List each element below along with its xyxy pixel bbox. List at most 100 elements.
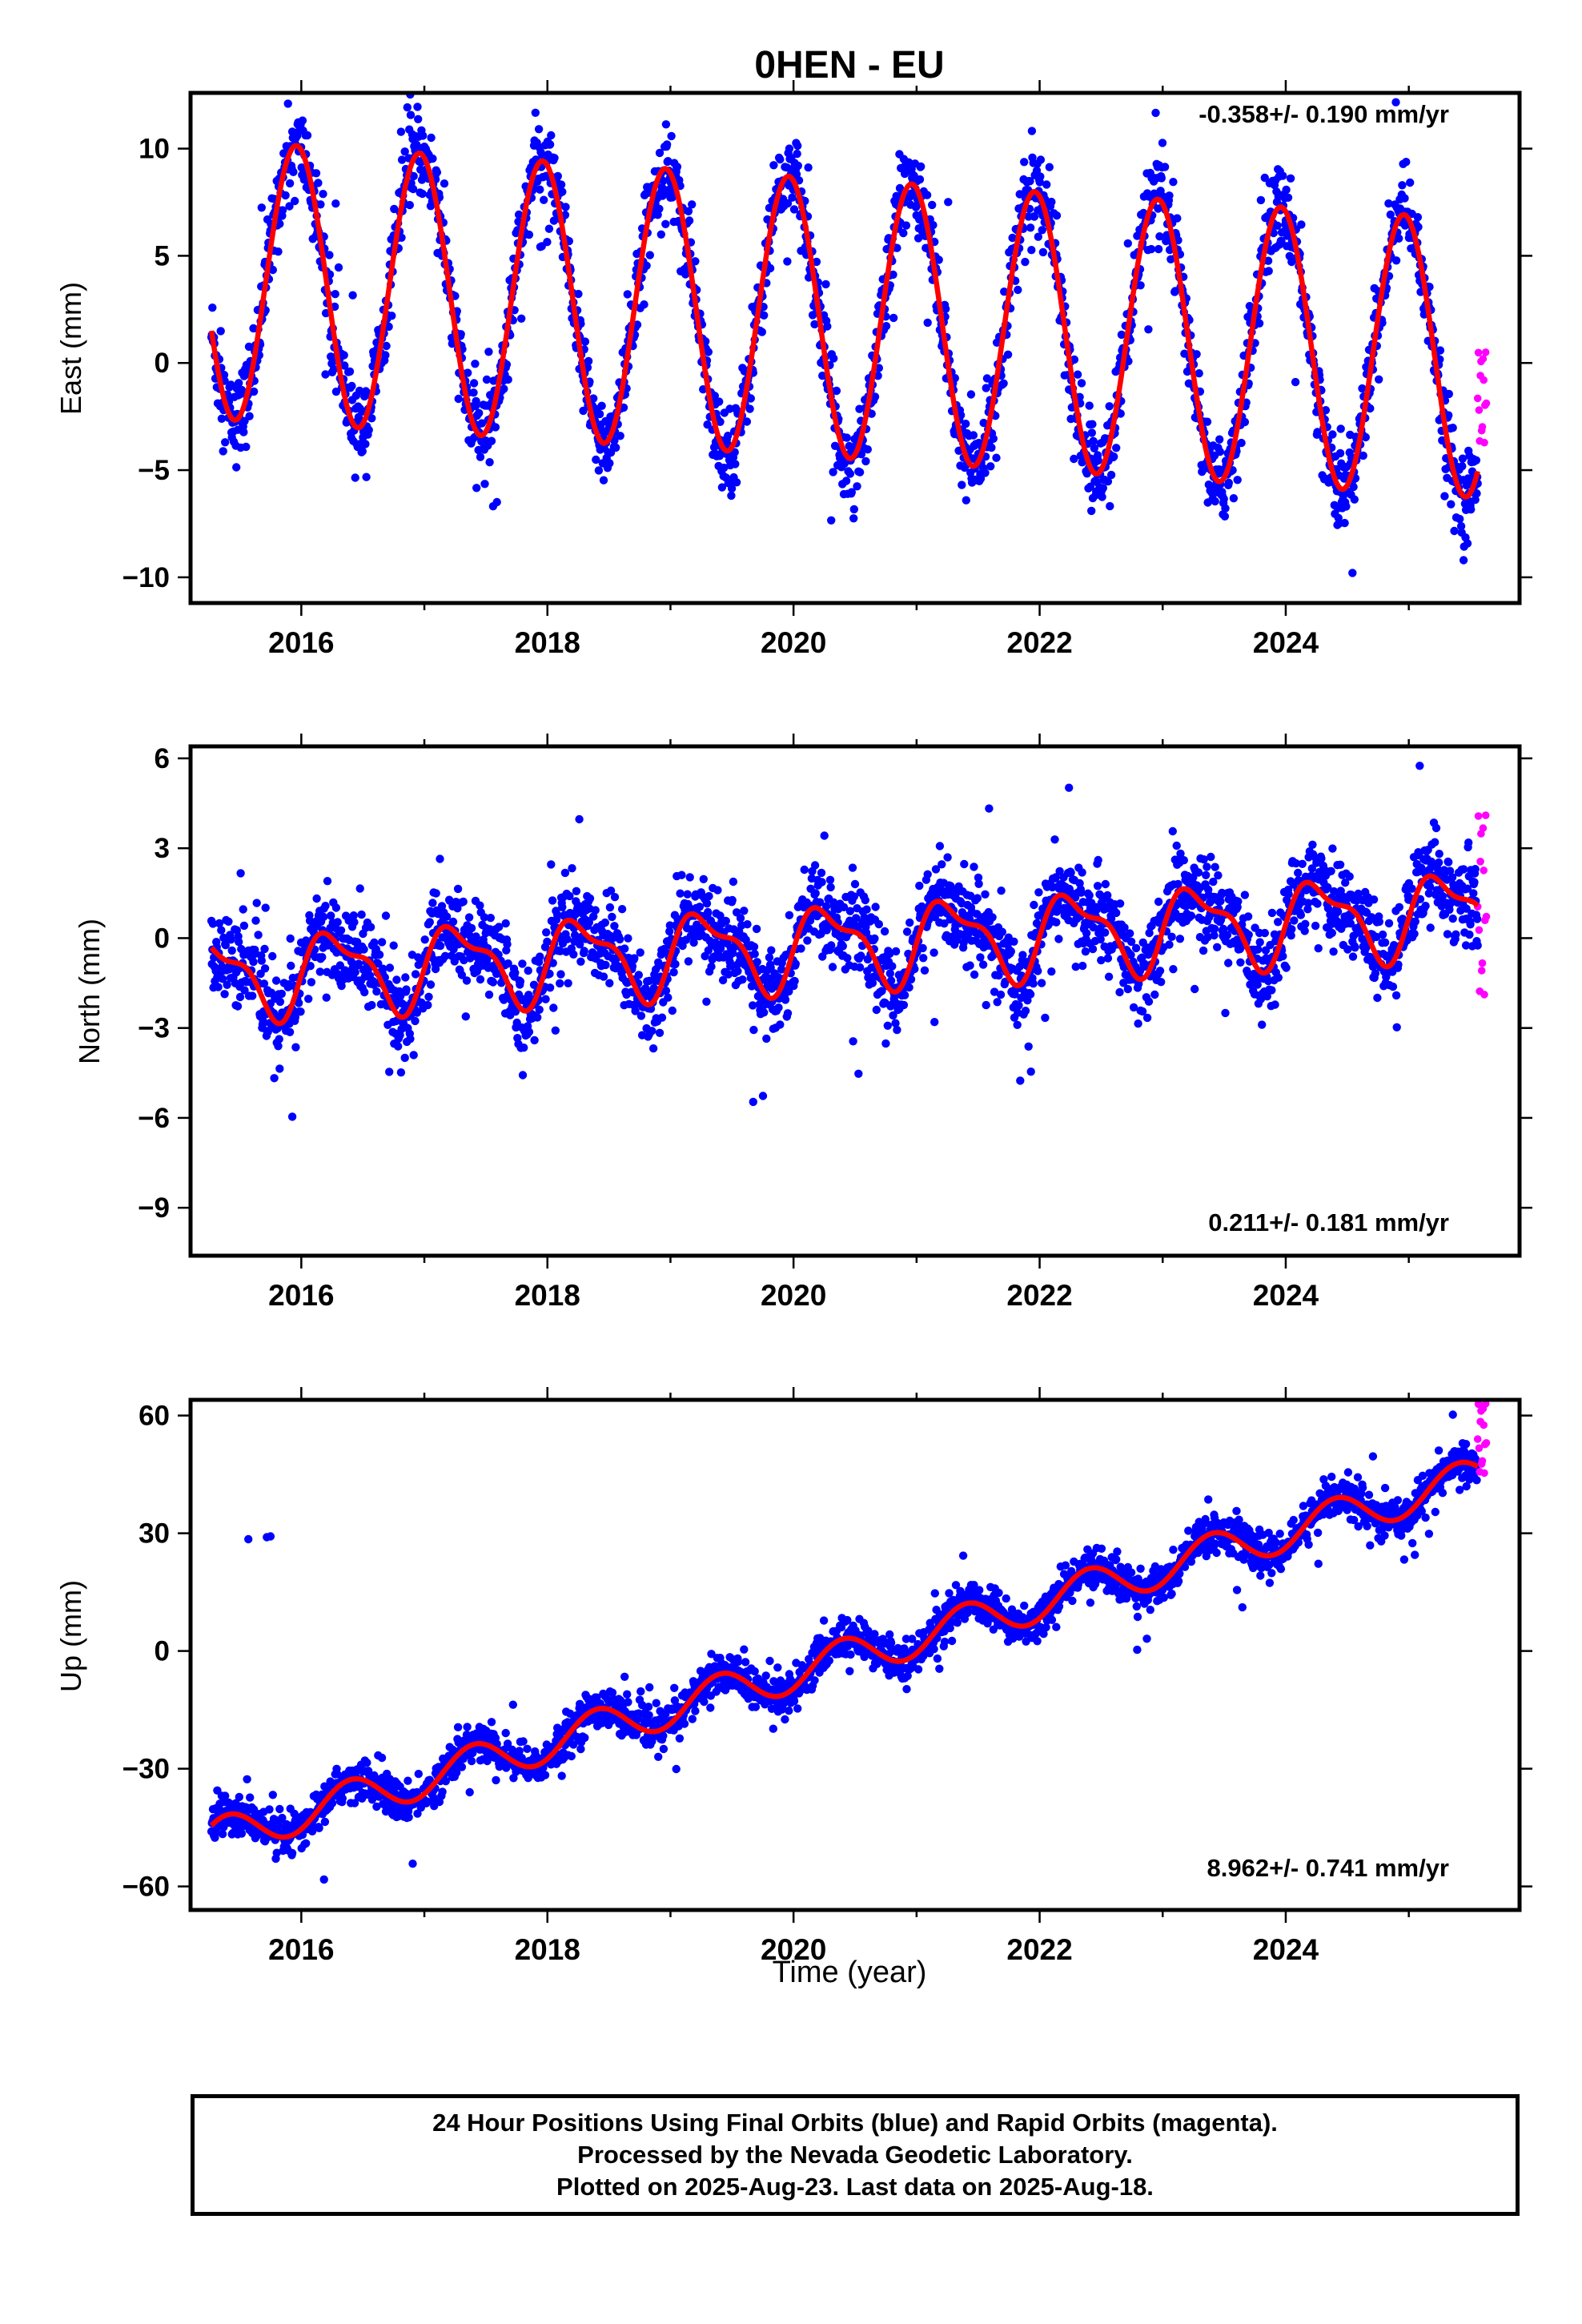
east-final-point [278,206,287,215]
north-final-point [259,979,269,988]
north-final-point [740,907,749,915]
east-final-point [1106,470,1116,480]
north-final-point [671,959,680,969]
north-final-point [1021,1007,1030,1015]
north-final-point [736,914,745,923]
east-final-point [847,488,857,497]
east-final-point [1105,402,1114,411]
north-final-point [1101,928,1110,937]
north-final-point [287,961,295,971]
east-final-point [1448,424,1457,432]
east-final-point [418,189,427,199]
east-final-point [688,200,697,209]
north-final-point [811,889,820,898]
north-final-point [1168,826,1178,836]
north-final-point [257,956,266,965]
east-final-point [929,220,938,230]
north-final-point [370,938,379,947]
north-final-point [291,1043,300,1051]
north-final-point [852,914,861,923]
east-final-point [1350,495,1359,504]
north-final-point [790,976,799,986]
north-final-point [420,935,429,944]
east-final-point [321,370,330,379]
east-final-point [1070,454,1078,464]
east-final-point [1402,158,1411,167]
east-final-point [867,409,876,418]
north-final-point [424,1000,432,1010]
north-final-point [294,999,303,1007]
north-final-point [610,922,619,931]
north-final-point [910,964,919,974]
north-final-point [1103,954,1113,963]
north-final-point [357,910,366,919]
north-final-point [366,923,375,931]
north-final-point [729,943,739,951]
north-final-point [536,952,544,961]
north-final-point [820,831,829,840]
east-final-point [655,204,664,213]
north-final-point [271,976,281,985]
east-final-point [765,263,775,273]
north-final-point [459,897,468,907]
north-final-point [239,905,247,914]
north-final-point [905,983,913,992]
east-final-point [992,453,1001,462]
north-final-point [511,968,520,978]
east-rapid-point [1481,348,1490,356]
east-final-point [792,170,801,179]
north-final-point [260,944,269,954]
east-y-tick-label: −5 [138,455,170,486]
north-final-point [411,1016,420,1026]
north-final-point [1267,986,1276,995]
east-final-point [1116,409,1125,418]
north-final-point [235,992,245,1002]
north-final-point [997,887,1006,895]
east-final-point [476,452,485,461]
east-final-point [962,420,970,428]
east-final-point [861,456,870,466]
north-final-point [1123,984,1133,994]
north-final-point [541,995,550,1003]
north-final-point [750,950,759,959]
east-final-point [1026,177,1034,186]
north-final-point [304,995,313,1003]
east-final-point [289,167,298,176]
north-final-point [600,918,609,927]
north-final-point [624,934,632,943]
east-final-point [291,196,299,206]
east-final-point [364,425,373,435]
north-final-point [872,1005,881,1015]
north-final-point [260,964,270,973]
north-final-point [749,1097,757,1107]
north-final-point [249,957,258,967]
east-final-point [661,120,671,129]
north-final-point [1172,841,1181,850]
east-final-point [823,322,832,331]
east-final-point [1155,232,1164,241]
east-final-point [1098,493,1106,501]
north-final-point [1065,783,1074,792]
north-final-point [319,912,328,922]
north-final-point [713,886,722,895]
east-final-point [1450,526,1459,536]
north-final-point [425,918,434,927]
north-final-point [676,889,685,898]
north-final-point [379,964,387,973]
north-final-point [960,859,969,869]
east-final-point [717,483,727,492]
east-final-point [244,342,254,352]
east-final-point [1038,226,1046,235]
east-final-point [855,468,865,476]
east-final-point [469,379,479,388]
east-final-point [316,200,325,209]
north-final-point [457,971,467,979]
east-final-point [661,219,670,228]
north-final-point [321,902,330,911]
north-final-point [765,953,774,962]
north-final-point [1279,951,1287,961]
east-final-point [1008,233,1017,243]
north-final-point [994,971,1003,980]
north-final-point [286,934,295,943]
north-final-point [504,959,512,968]
